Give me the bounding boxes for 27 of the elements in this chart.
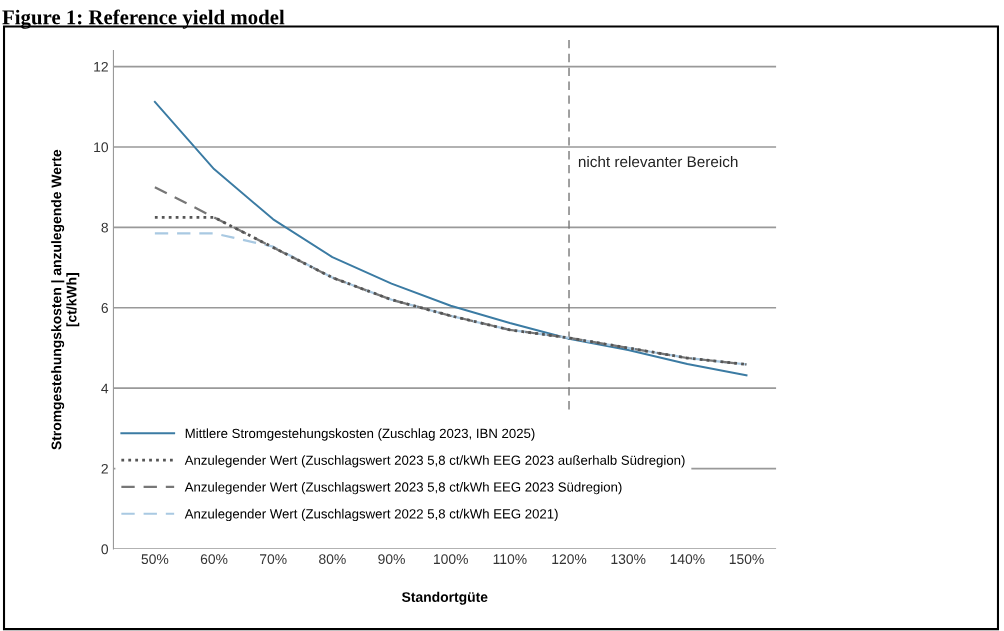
x-tick-label: 90% <box>378 554 405 565</box>
y-tick-label: 6 <box>101 303 108 313</box>
chart-title: Figure 1: Reference yield model <box>2 9 285 29</box>
legend-label: Mittlere Stromgestehungskosten (Zuschlag 2023, IBN 2025) <box>185 428 535 441</box>
y-tick-label: 4 <box>101 383 109 394</box>
y-tick-label: 12 <box>94 61 108 72</box>
x-tick-label: 50% <box>141 554 169 565</box>
x-tick-label: 140% <box>670 554 705 565</box>
x-tick-label: 150% <box>729 554 764 565</box>
x-axis-title: Standortgüte <box>401 591 488 605</box>
y-tick-label: 0 <box>101 544 109 555</box>
y-tick-label: 10 <box>94 142 109 153</box>
x-tick-label: 130% <box>611 554 646 565</box>
x-tick-label: 110% <box>493 554 527 565</box>
line-series <box>153 100 748 377</box>
legend-label: Anzulegender Wert (Zuschlagswert 2022 5,8 ct/kWh EEG 2021) <box>184 508 558 522</box>
y-tick-label: 2 <box>101 463 108 474</box>
x-tick-label: 120% <box>552 554 587 565</box>
legend-label: Anzulegender Wert (Zuschlagswert 2023 5,8 ct/kWh EEG 2023 Südregion) <box>184 482 622 495</box>
x-tick-label: 80% <box>319 554 346 565</box>
legend-label: Anzulegender Wert (Zuschlagswert 2023 5,8 ct/kWh EEG 2023 außerhalb Südregion) <box>184 455 685 468</box>
x-tick-label: 70% <box>260 554 287 565</box>
x-tick-label: 60% <box>200 554 228 565</box>
x-tick-label: 100% <box>433 554 468 565</box>
y-tick-label: 8 <box>101 222 108 233</box>
ref-line-label: nicht relevanter Bereich <box>578 155 738 168</box>
y-axis-title: Stromgestehungskosten | anzulegende Werte [ct/kWh] <box>51 149 80 450</box>
